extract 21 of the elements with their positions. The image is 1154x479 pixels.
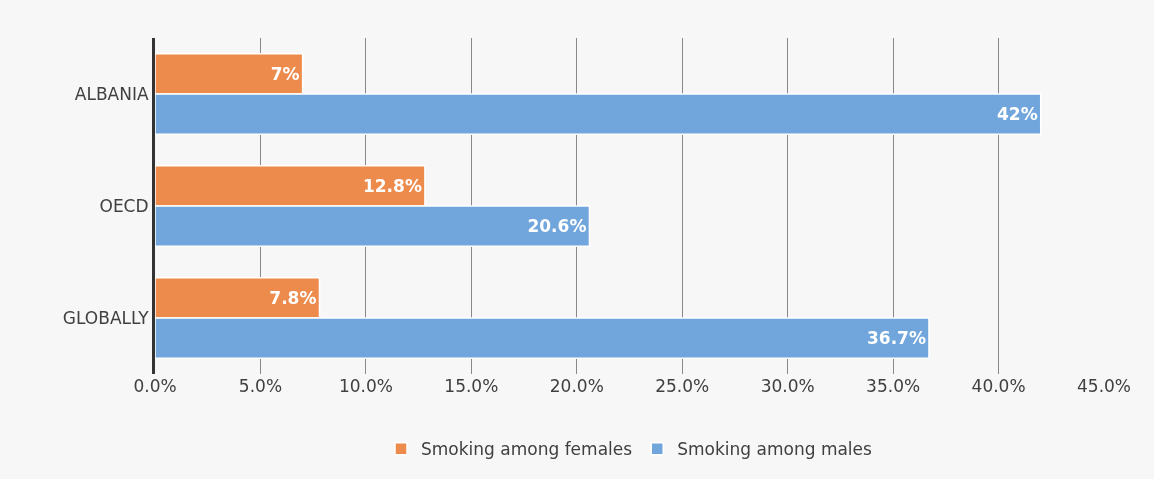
data-label: 42% xyxy=(997,104,1038,125)
legend-label: Smoking among females xyxy=(421,439,633,460)
x-tick-label: 30.0% xyxy=(760,376,815,396)
data-label: 7% xyxy=(270,63,300,84)
x-tick-label: 15.0% xyxy=(444,376,499,396)
y-tick-label: GLOBALLY xyxy=(62,307,150,328)
y-tick-label: OECD xyxy=(99,195,149,216)
x-tick-label: 10.0% xyxy=(338,376,393,396)
x-tick-label: 0.0% xyxy=(133,376,177,396)
x-tick-label: 35.0% xyxy=(866,376,921,396)
x-tick-label: 25.0% xyxy=(655,376,710,396)
x-tick-label: 45.0% xyxy=(1076,376,1132,396)
y-tick-label: ALBANIA xyxy=(74,83,149,104)
x-tick-label: 20.0% xyxy=(549,376,604,396)
legend-label: Smoking among males xyxy=(677,439,873,460)
data-label: 20.6% xyxy=(527,216,587,237)
data-label: 36.7% xyxy=(866,328,926,349)
x-tick-label: 40.0% xyxy=(971,376,1026,396)
data-label: 12.8% xyxy=(362,175,422,196)
data-label: 7.8% xyxy=(269,287,317,308)
x-tick-label: 5.0% xyxy=(238,376,283,396)
